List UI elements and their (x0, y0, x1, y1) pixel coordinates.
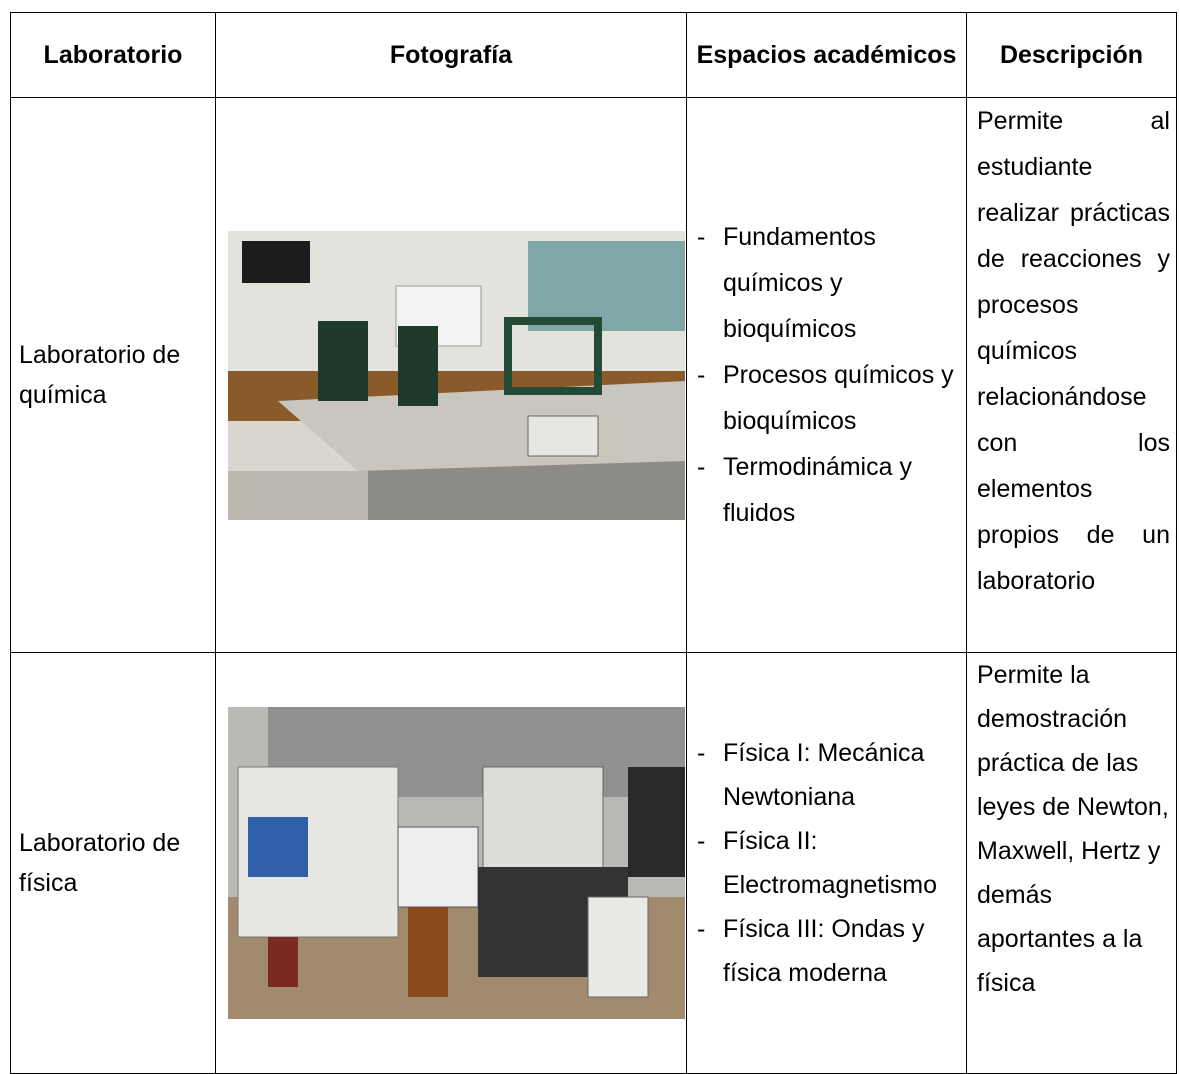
photo-cell (215, 652, 687, 1074)
lab-table: Laboratorio Fotografía Espacios académic… (10, 12, 1177, 1074)
course-item: Procesos químicos y bioquímicos (693, 352, 958, 444)
physics-photo (228, 707, 685, 1019)
table-row: Laboratorio de física Física I: Mecánica… (10, 652, 1177, 1074)
chemistry-photo (228, 230, 685, 520)
header-cell: Fotografía (215, 12, 687, 98)
course-item: Física II: Electromagnetismo (693, 819, 958, 907)
photo-cell (215, 97, 687, 653)
description: Permite la demostración práctica de las … (966, 652, 1177, 1074)
header-cell: Espacios académicos (686, 12, 967, 98)
course-item: Física III: Ondas y física moderna (693, 907, 958, 995)
table-row: Laboratorio de química Fundamentos quím (10, 97, 1177, 653)
lab-name: Laboratorio de química (10, 97, 216, 653)
course-item: Termodinámica y fluidos (693, 444, 958, 536)
course-item: Fundamentos químicos y bioquímicos (693, 214, 958, 352)
header-row: Laboratorio Fotografía Espacios académic… (10, 12, 1177, 98)
description: Permite al estudiante realizar prácticas… (966, 97, 1177, 653)
course-list: Física I: Mecánica Newtoniana Física II:… (693, 731, 958, 995)
courses-cell: Física I: Mecánica Newtoniana Física II:… (686, 652, 967, 1074)
lab-name: Laboratorio de física (10, 652, 216, 1074)
course-list: Fundamentos químicos y bioquímicos Proce… (693, 214, 958, 536)
header-cell: Descripción (966, 12, 1177, 98)
course-item: Física I: Mecánica Newtoniana (693, 731, 958, 819)
courses-cell: Fundamentos químicos y bioquímicos Proce… (686, 97, 967, 653)
header-cell: Laboratorio (10, 12, 216, 98)
